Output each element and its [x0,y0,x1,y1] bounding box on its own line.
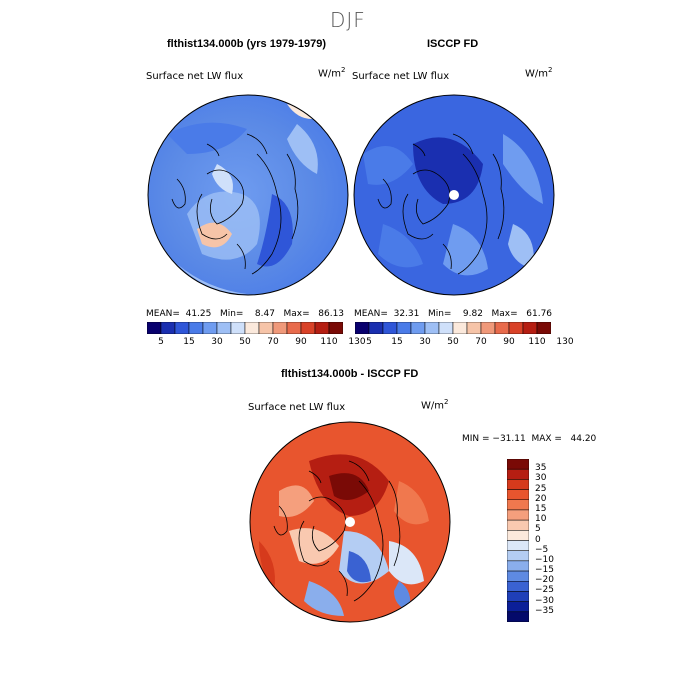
colorbar-swatch [230,322,246,334]
diff-colorbar-tick-label: 10 [535,514,547,525]
diff-colorbar-tick-label: −30 [535,595,554,606]
colorbar-swatch [452,322,468,334]
page-title: DJF [330,8,366,32]
colorbar-tick-label: 50 [239,337,251,347]
diff-colorbar-swatch [507,530,529,541]
colorbar-swatch [216,322,232,334]
diff-polar-map [249,421,451,623]
left-panel-title: flthist134.000b (yrs 1979-1979) [167,38,326,50]
diff-colorbar-swatch [507,479,529,490]
colorbar-tick-label: 70 [267,337,279,347]
diff-colorbar-swatch [507,581,529,592]
colorbar-swatch [286,322,302,334]
pole-missing-data [345,517,355,527]
colorbar-swatch [396,322,412,334]
left-polar-map [147,94,349,296]
diff-colorbar-swatch [507,601,529,613]
colorbar-tick-label: 30 [211,337,223,347]
diff-colorbar-tick-label: 35 [535,463,547,474]
colorbar-swatch [410,322,426,334]
colorbar-swatch [258,322,274,334]
diff-colorbar-swatch [507,570,529,582]
colorbar-swatch [508,322,524,334]
colorbar-tick-label: 70 [475,337,487,347]
diff-colorbar-tick-label: −5 [535,544,549,555]
colorbar-swatch [480,322,496,334]
colorbar-tick-label: 110 [528,337,546,347]
colorbar-swatch [368,322,384,334]
colorbar-swatch [466,322,482,334]
right-stats: MEAN= 32.31 Min= 9.82 Max= 61.76 [354,309,553,319]
colorbar-swatch [424,322,440,334]
colorbar-swatch [328,322,343,334]
colorbar-swatch [272,322,288,334]
left-stats: MEAN= 41.25 Min= 8.47 Max= 86.13 [146,309,345,319]
right-units-label: W/m2 [525,66,553,80]
left-field-label: Surface net LW flux [146,71,244,82]
diff-units-label: W/m2 [421,398,449,412]
colorbar-tick-label: 30 [419,337,431,347]
colorbar-swatch [244,322,260,334]
diff-colorbar-swatch [507,540,529,551]
diff-colorbar-swatch [507,499,529,511]
colorbar-swatch [314,322,330,334]
colorbar-swatch [202,322,218,334]
colorbar-swatch [494,322,510,334]
right-colorbar [355,322,551,334]
left-colorbar-ticks: 5 15 30 50 70 90 110 130 [147,337,365,349]
diff-colorbar-swatch [507,560,529,572]
colorbar-swatch [300,322,316,334]
pole-missing-data [449,190,459,200]
diff-colorbar-ticks: 35 30 25 20 15 10 5 0 −5 −10 −15 −20 −25 −30 −35 [535,459,575,622]
colorbar-swatch [382,322,398,334]
right-panel-title: ISCCP FD [427,38,479,50]
diff-stats: MIN = −31.11 MAX = 44.20 [462,434,597,444]
diff-colorbar-swatch [507,591,529,602]
colorbar-tick-label: 130 [348,337,366,347]
diff-colorbar-swatch [507,489,529,500]
colorbar-swatch [188,322,204,334]
diff-colorbar-swatch [507,468,529,480]
diff-colorbar-tick-label: −25 [535,585,554,596]
colorbar-tick-label: 90 [503,337,515,347]
colorbar-swatch [174,322,190,334]
colorbar-swatch [160,322,176,334]
colorbar-tick-label: 15 [391,337,403,347]
diff-colorbar-swatch [507,509,529,521]
diff-colorbar-tick-label: 25 [535,483,547,494]
diff-colorbar-tick-label: −10 [535,554,554,565]
diff-colorbar-tick-label: −20 [535,575,554,586]
colorbar-tick-label: 5 [158,337,164,347]
colorbar-swatch [522,322,538,334]
diff-colorbar [507,459,529,622]
diff-colorbar-swatch [507,519,529,531]
colorbar-tick-label: 15 [183,337,195,347]
colorbar-tick-label: 50 [447,337,459,347]
diff-colorbar-tick-label: 0 [535,534,541,545]
right-polar-map [353,94,555,296]
colorbar-tick-label: 130 [556,337,574,347]
colorbar-tick-label: 5 [366,337,372,347]
colorbar-tick-label: 90 [295,337,307,347]
colorbar-swatch [536,322,551,334]
left-colorbar [147,322,343,334]
diff-colorbar-tick-label: 5 [535,524,541,535]
colorbar-swatch [147,322,162,334]
right-colorbar-ticks: 5 15 30 50 70 90 110 130 [355,337,573,349]
colorbar-swatch [438,322,454,334]
colorbar-tick-label: 110 [320,337,338,347]
diff-colorbar-tick-label: 20 [535,493,547,504]
diff-colorbar-tick-label: −35 [535,605,554,616]
diff-field-label: Surface net LW flux [248,402,346,413]
colorbar-swatch [355,322,370,334]
diff-colorbar-tick-label: −15 [535,565,554,576]
right-field-label: Surface net LW flux [352,71,450,82]
diff-colorbar-tick-label: 30 [535,473,547,484]
diff-colorbar-tick-label: 15 [535,503,547,514]
diff-panel-title: flthist134.000b - ISCCP FD [281,368,419,380]
left-units-label: W/m2 [318,66,346,80]
diff-colorbar-swatch [507,550,529,562]
diff-colorbar-swatch [507,459,529,470]
diff-colorbar-swatch [507,611,529,622]
